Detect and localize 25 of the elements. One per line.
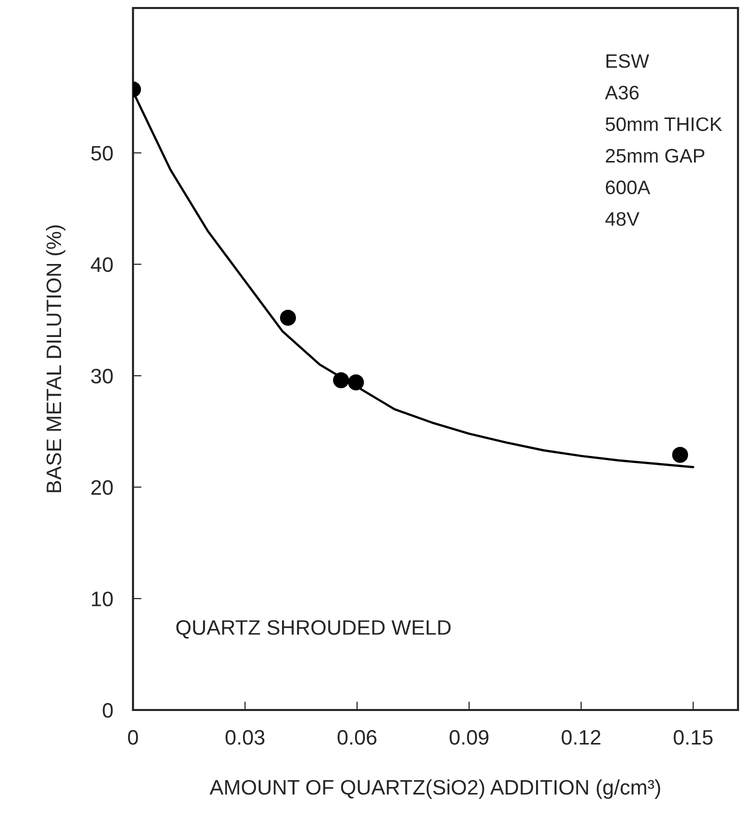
y-tick-label: 40 bbox=[90, 257, 113, 272]
y-axis-title: BASE METAL DILUTION (%) bbox=[46, 225, 66, 492]
point bbox=[672, 446, 688, 463]
point bbox=[333, 372, 349, 388]
x-tick-label: 0 bbox=[128, 730, 138, 745]
y-tick-label: 0 bbox=[102, 703, 113, 718]
annotation: 25mm GAP bbox=[606, 148, 704, 163]
point bbox=[280, 310, 296, 326]
x-tick-label: 0.09 bbox=[450, 730, 488, 745]
annotation: 50mm THICK bbox=[606, 117, 722, 132]
y-tick-label: 30 bbox=[91, 368, 113, 384]
annotation: QUARTZ SHROUDED WELD bbox=[176, 620, 451, 639]
annotation: ESW bbox=[606, 54, 650, 68]
x-tick-label: 0.12 bbox=[562, 730, 600, 745]
y-tick-label: 10 bbox=[92, 592, 113, 606]
x-tick-label: 0.06 bbox=[338, 730, 376, 745]
x-tick-label: 0.03 bbox=[226, 730, 264, 745]
annotation: 600A bbox=[606, 180, 650, 194]
annotation: 48V bbox=[605, 212, 640, 226]
annotation: A36 bbox=[604, 86, 639, 100]
y-tick-label: 50 bbox=[91, 146, 113, 161]
x-axis-title: AMOUNT OF QUARTZ(SiO2) ADDITION (g/cm³) bbox=[210, 779, 660, 799]
point bbox=[348, 374, 364, 390]
y-tick-label: 20 bbox=[91, 480, 113, 495]
x-tick-label: 0.15 bbox=[674, 730, 713, 745]
